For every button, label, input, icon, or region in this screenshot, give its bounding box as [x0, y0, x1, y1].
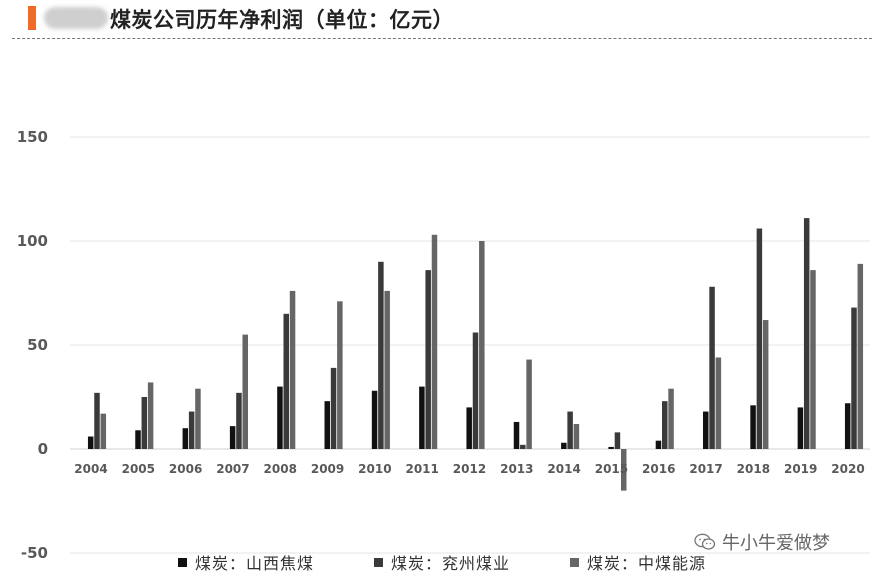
title-accent-bar: [28, 6, 36, 30]
legend-label: 煤炭：兖州煤业: [391, 554, 511, 573]
bar-3-2010: [384, 290, 390, 449]
legend-swatch: [570, 557, 579, 567]
bar-3-2006: [195, 388, 201, 449]
gridlines: [70, 136, 870, 554]
x-tick-label: 2018: [737, 462, 770, 476]
title-divider: [12, 38, 872, 39]
bar-1-2004: [87, 436, 94, 449]
bar-2-2012: [472, 332, 479, 449]
x-tick-label: 2017: [689, 462, 722, 476]
watermark: 牛小牛爱做梦: [694, 529, 830, 555]
legend-swatch: [374, 557, 383, 567]
bar-3-2013: [526, 359, 532, 449]
chart-title: 煤炭公司历年净利润（单位：亿元）: [110, 8, 454, 32]
bar-3-2014: [573, 424, 580, 449]
bar-2-2007: [236, 392, 242, 449]
bar-2-2017: [709, 286, 715, 449]
bar-1-2007: [229, 426, 236, 449]
bar-2-2016: [662, 401, 668, 449]
bar-1-2009: [324, 401, 331, 449]
bar-1-2018: [750, 405, 756, 449]
bar-1-2005: [135, 430, 141, 449]
bar-2-2019: [803, 218, 810, 449]
bar-1-2006: [182, 428, 189, 449]
x-tick-label: 2004: [74, 462, 107, 476]
x-axis-tick-labels: 2004 2005 2006 2007 2008 2009 2010 2011 2012 2013…: [74, 462, 864, 476]
bar-2-2004: [94, 392, 100, 449]
bar-1-2008: [277, 386, 283, 449]
x-tick-label: 2015: [595, 462, 628, 476]
x-tick-label: 2006: [169, 462, 202, 476]
bar-2-2010: [378, 261, 384, 449]
bar-2-2009: [330, 367, 337, 449]
bar-1-2017: [703, 411, 709, 449]
bar-1-2011: [419, 386, 425, 449]
chart-header: 煤炭公司历年净利润（单位：亿元）: [0, 0, 887, 40]
bar-3-2012: [479, 241, 485, 449]
bar-2-2020: [851, 307, 857, 449]
bar-series: [87, 218, 864, 491]
bar-1-2020: [844, 403, 851, 449]
x-tick-label: 2008: [264, 462, 297, 476]
legend-item-series-2: 煤炭：兖州煤业: [374, 550, 510, 574]
bar-3-2005: [147, 382, 154, 449]
bar-2-2014: [567, 411, 573, 449]
legend-swatch: [178, 557, 187, 567]
bar-3-2017: [715, 357, 722, 449]
blurred-logo: [44, 7, 108, 29]
y-axis-tick-labels: -50 0 50 100 150: [17, 128, 48, 562]
bar-3-2004: [100, 413, 107, 449]
bar-3-2019: [810, 270, 816, 449]
x-tick-label: 2010: [358, 462, 391, 476]
legend-item-series-3: 煤炭：中煤能源: [570, 550, 706, 574]
x-tick-label: 2005: [122, 462, 155, 476]
bar-1-2016: [655, 440, 662, 449]
bar-1-2014: [561, 442, 567, 449]
chart-legend: 煤炭：山西焦煤 煤炭：兖州煤业 煤炭：中煤能源: [0, 550, 887, 576]
bar-2-2005: [141, 397, 148, 449]
x-tick-label: 2016: [642, 462, 675, 476]
y-tick-label: 0: [38, 440, 48, 458]
legend-label: 煤炭：中煤能源: [587, 554, 707, 573]
bar-1-2015: [608, 446, 614, 449]
x-tick-label: 2019: [784, 462, 817, 476]
bar-3-2020: [857, 263, 864, 449]
watermark-text: 牛小牛爱做梦: [722, 533, 830, 554]
bar-3-2007: [242, 334, 248, 449]
bar-3-2008: [289, 290, 296, 449]
x-tick-label: 2009: [311, 462, 344, 476]
bar-2-2011: [425, 270, 431, 449]
bar-3-2009: [337, 301, 343, 449]
y-tick-label: 150: [17, 128, 48, 146]
legend-label: 煤炭：山西焦煤: [195, 554, 315, 573]
bar-2-2008: [283, 313, 289, 449]
x-tick-label: 2007: [216, 462, 249, 476]
bar-1-2013: [513, 421, 520, 449]
y-tick-label: -50: [21, 544, 48, 562]
wechat-icon: [694, 533, 716, 550]
bar-1-2012: [466, 407, 472, 449]
y-tick-label: 50: [27, 336, 48, 354]
bar-1-2019: [797, 407, 804, 449]
bar-3-2015: [620, 449, 627, 491]
y-tick-label: 100: [17, 232, 48, 250]
bar-3-2018: [762, 320, 769, 449]
x-tick-label: 2013: [500, 462, 533, 476]
bar-2-2006: [188, 411, 195, 449]
legend-item-series-1: 煤炭：山西焦煤: [178, 550, 314, 574]
bar-1-2010: [371, 390, 378, 449]
x-tick-label: 2011: [405, 462, 438, 476]
x-tick-label: 2020: [831, 462, 864, 476]
bar-2-2013: [520, 444, 526, 449]
bar-2-2018: [756, 228, 763, 449]
x-tick-label: 2014: [547, 462, 580, 476]
x-tick-label: 2012: [453, 462, 486, 476]
bar-2-2015: [614, 432, 621, 449]
bar-3-2011: [431, 234, 438, 449]
bar-3-2016: [668, 388, 674, 449]
